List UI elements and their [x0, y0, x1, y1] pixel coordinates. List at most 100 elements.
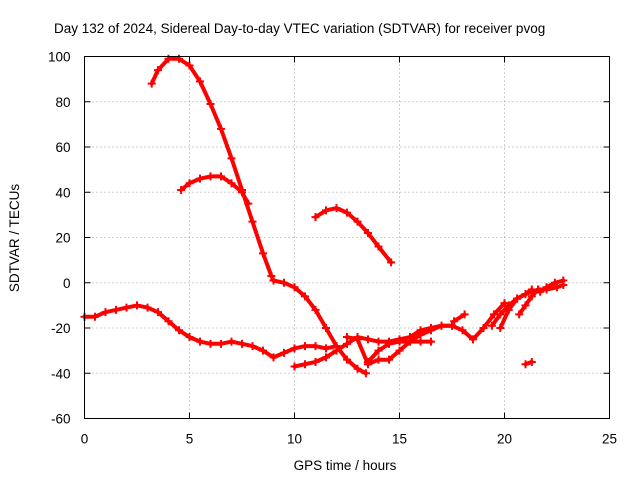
y-tick-label: -20 [51, 321, 71, 336]
data-point-arc-mid [217, 172, 225, 181]
data-point-baseline [259, 346, 267, 355]
data-point-baseline [280, 348, 288, 357]
data-point-valley-a [322, 353, 330, 362]
data-point-descend [361, 369, 370, 378]
y-tick-label: 40 [55, 185, 70, 200]
data-point-valley-a [458, 326, 467, 335]
data-point-late-b [521, 290, 530, 299]
data-point-baseline [112, 305, 120, 314]
series-late-c [517, 287, 541, 317]
data-point-descend [311, 305, 320, 314]
data-point-descend [280, 278, 288, 287]
data-point-baseline [301, 342, 309, 351]
data-point-arc-small [332, 204, 341, 213]
data-point-valley-b [395, 346, 404, 355]
data-point-valley-b [437, 321, 446, 330]
x-tick-label: 0 [81, 432, 89, 447]
x-tick-label: 10 [287, 432, 302, 447]
data-point-descend [301, 292, 309, 301]
data-point-valley-c [385, 339, 393, 348]
data-point-late-c [521, 301, 530, 310]
y-tick-label: 60 [55, 140, 70, 155]
data-point-arc-high [154, 66, 162, 75]
chart-title: Day 132 of 2024, Sidereal Day-to-day VTE… [54, 21, 545, 36]
data-point-valley-b [353, 335, 362, 344]
data-point-valley-c [395, 337, 404, 346]
data-point-baseline [91, 312, 99, 321]
data-point-valley-b [448, 321, 456, 330]
data-point-late-b [553, 283, 561, 292]
data-point-arc-small [311, 213, 320, 222]
data-point-baseline [175, 326, 183, 335]
y-tick-label: 20 [55, 231, 70, 246]
data-point-arc-mid [196, 174, 204, 183]
data-point-late-d [550, 278, 559, 287]
series-arc-high [149, 56, 274, 278]
data-point-arc-high [147, 79, 156, 88]
series-late-d [538, 278, 566, 294]
data-point-descend [343, 355, 351, 364]
series-blip-a [452, 312, 467, 324]
data-point-blip-b [521, 360, 530, 369]
y-tick-label: 100 [48, 50, 71, 65]
series-arc-small [313, 206, 394, 265]
series-descend [271, 278, 368, 376]
data-point-arc-small [353, 217, 362, 226]
data-point-valley-a [290, 362, 299, 371]
data-point-baseline [248, 342, 257, 351]
data-point-late-c [515, 310, 524, 319]
x-axis-label: GPS time / hours [294, 458, 397, 473]
data-point-valley-b [374, 355, 383, 364]
data-point-arc-small [322, 206, 330, 215]
data-point-late-d [559, 276, 568, 285]
data-point-arc-high [185, 61, 194, 70]
data-point-late-d [536, 287, 545, 296]
data-point-valley-a [343, 339, 351, 348]
data-point-late-d [542, 283, 551, 292]
data-point-arc-high [267, 271, 276, 280]
series-baseline [82, 303, 339, 360]
data-point-arc-high [206, 100, 215, 109]
data-point-baseline [206, 339, 215, 348]
data-point-arc-high [196, 77, 204, 86]
data-point-baseline [154, 308, 162, 317]
data-point-baseline [101, 308, 110, 317]
data-point-late-a [496, 310, 505, 319]
data-point-blip-a [450, 317, 459, 326]
data-point-valley-c [406, 337, 414, 346]
data-point-valley-b [343, 333, 351, 342]
data-point-valley-b [416, 330, 425, 339]
data-point-arc-mid [206, 172, 215, 181]
x-tick-label: 15 [392, 432, 407, 447]
data-point-baseline [133, 301, 141, 310]
data-point-baseline [122, 303, 131, 312]
data-point-baseline [311, 342, 320, 351]
data-point-arc-high [227, 154, 236, 163]
data-point-valley-a [374, 337, 383, 346]
data-point-valley-c [427, 337, 435, 346]
data-point-blip-a [460, 310, 469, 319]
data-point-baseline [143, 303, 152, 312]
data-point-arc-mid [185, 179, 194, 188]
data-point-arc-small [343, 208, 351, 217]
data-point-baseline [227, 337, 236, 346]
data-point-baseline [185, 333, 194, 342]
data-point-descend [269, 276, 278, 285]
data-point-baseline [196, 337, 204, 346]
data-point-late-b [504, 305, 513, 314]
data-point-valley-a [332, 346, 341, 355]
data-point-arc-mid [177, 185, 186, 194]
y-tick-label: 80 [55, 95, 70, 110]
data-point-descend [353, 364, 362, 373]
data-point-baseline [164, 317, 173, 326]
grid-layer [84, 56, 610, 419]
data-point-valley-a [311, 357, 320, 366]
data-point-baseline [238, 339, 246, 348]
data-point-arc-high [259, 249, 267, 258]
data-point-valley-b [427, 326, 435, 335]
data-point-valley-c [416, 337, 425, 346]
data-point-valley-a [301, 360, 309, 369]
data-point-arc-small [387, 258, 396, 267]
data-point-valley-b [385, 355, 393, 364]
data-point-late-b [496, 324, 505, 332]
